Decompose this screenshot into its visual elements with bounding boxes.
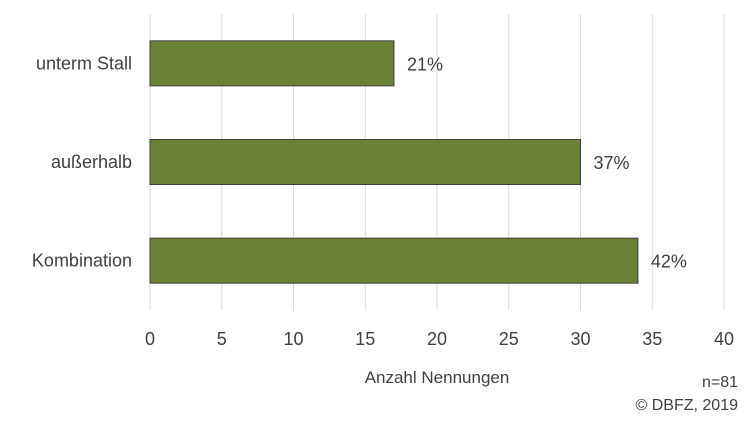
x-tick-label: 10: [283, 329, 303, 349]
x-tick-label: 35: [642, 329, 662, 349]
x-axis-title: Anzahl Nennungen: [365, 368, 510, 387]
category-label: außerhalb: [51, 152, 132, 172]
category-label: unterm Stall: [36, 53, 132, 73]
copyright-note: © DBFZ, 2019: [635, 397, 739, 414]
x-tick-label: 40: [714, 329, 734, 349]
bar-1: [149, 40, 395, 87]
data-label: 37%: [594, 153, 630, 173]
x-tick-label: 15: [355, 329, 375, 349]
x-tick-label: 30: [570, 329, 590, 349]
bar-3: [149, 237, 639, 284]
sample-size-note: n=81: [701, 374, 738, 391]
bar-2: [149, 139, 581, 185]
x-tick-label: 20: [427, 329, 447, 349]
category-label: Kombination: [32, 251, 132, 271]
data-label: 21%: [407, 54, 443, 74]
x-tick-label: 5: [217, 329, 227, 349]
x-tick-label: 0: [145, 329, 155, 349]
x-tick-label: 25: [499, 329, 519, 349]
data-label: 42%: [651, 252, 687, 272]
